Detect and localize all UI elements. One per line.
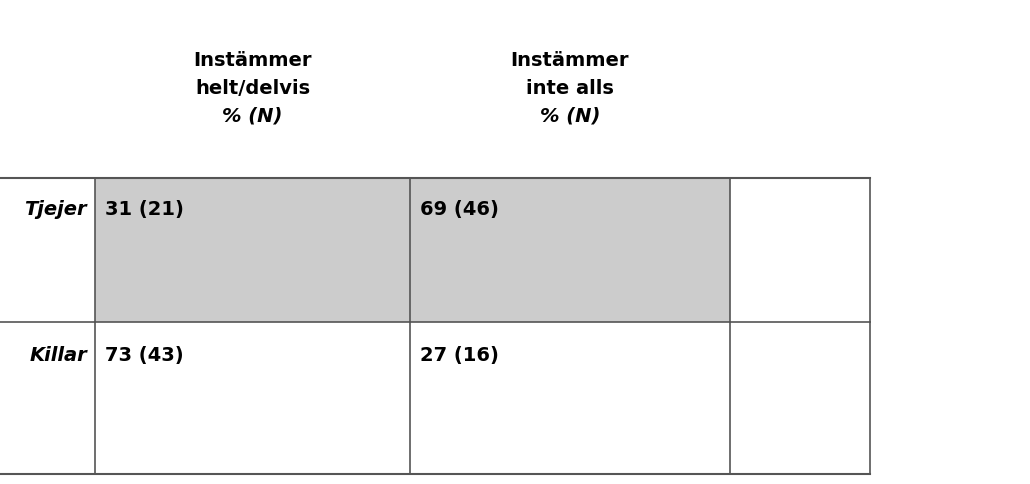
Text: 73 (43): 73 (43) (105, 346, 183, 365)
Bar (95, 178, 730, 322)
Text: % (N): % (N) (222, 106, 282, 125)
Text: 69 (46): 69 (46) (420, 200, 499, 219)
Text: Instämmer: Instämmer (511, 50, 629, 70)
Text: Tjejer: Tjejer (25, 200, 87, 219)
Text: helt/delvis: helt/delvis (195, 78, 310, 97)
Text: % (N): % (N) (540, 106, 600, 125)
Text: 27 (16): 27 (16) (420, 346, 499, 365)
Text: Killar: Killar (29, 346, 87, 365)
Text: inte alls: inte alls (526, 78, 614, 97)
Text: 31 (21): 31 (21) (105, 200, 184, 219)
Text: Instämmer: Instämmer (194, 50, 312, 70)
